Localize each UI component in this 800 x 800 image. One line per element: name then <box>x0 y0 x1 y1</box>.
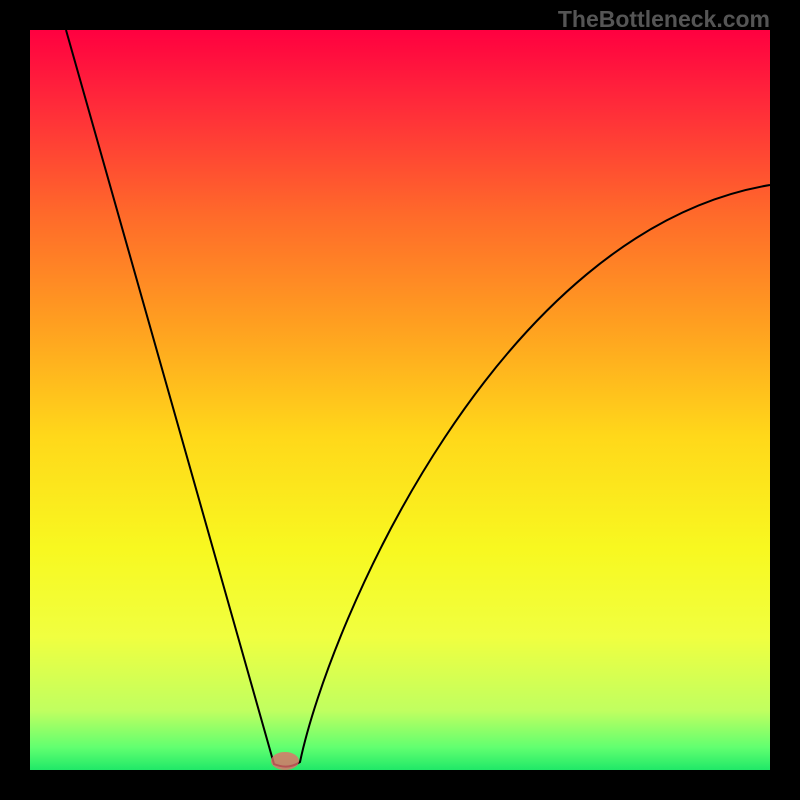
minimum-marker <box>271 752 299 770</box>
plot-area <box>30 30 770 770</box>
watermark-text: TheBottleneck.com <box>558 6 770 33</box>
